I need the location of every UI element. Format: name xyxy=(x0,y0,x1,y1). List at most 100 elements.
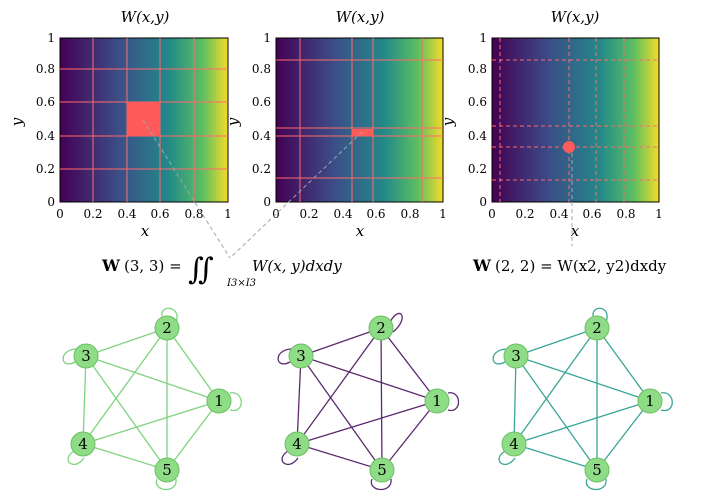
svg-text:0.8: 0.8 xyxy=(400,207,419,221)
panel-title: W(x,y) xyxy=(121,8,170,26)
graph-edges xyxy=(277,312,460,491)
heatmap-panel-1: W(x,y) 0 0.2 0.4 0.6 0.8 1 0 0.2 0.4 0.6… xyxy=(8,8,232,240)
y-tick-labels: 0 0.2 0.4 0.6 0.8 1 xyxy=(36,31,55,209)
graph-node xyxy=(584,315,610,341)
svg-text:0: 0 xyxy=(263,195,271,209)
graph-node-label: 4 xyxy=(292,435,302,453)
equation-right: W (2, 2) = W(x2, y2)dxdy xyxy=(472,256,667,275)
connector-lines xyxy=(142,119,573,259)
svg-text:0.4: 0.4 xyxy=(333,207,352,221)
svg-text:1: 1 xyxy=(655,207,663,221)
graph-node xyxy=(501,431,527,457)
graph-node xyxy=(206,388,232,414)
graph-node xyxy=(73,343,99,369)
graph-node-label: 5 xyxy=(377,461,387,479)
graph-node-label: 2 xyxy=(592,319,602,337)
graph-edges xyxy=(62,307,242,491)
svg-text:1: 1 xyxy=(479,31,487,45)
x-axis-label: x xyxy=(356,222,365,240)
graph-node-label: 2 xyxy=(162,319,172,337)
sample-grid xyxy=(492,38,659,202)
svg-text:0.2: 0.2 xyxy=(299,207,318,221)
graph-node-label: 4 xyxy=(509,435,519,453)
highlight-block xyxy=(352,129,373,136)
step-grid xyxy=(276,38,443,202)
svg-text:0.4: 0.4 xyxy=(549,207,568,221)
x-tick-labels: 0 0.2 0.4 0.6 0.8 1 xyxy=(488,207,663,221)
svg-text:0.6: 0.6 xyxy=(366,207,385,221)
svg-text:0.4: 0.4 xyxy=(468,129,487,143)
svg-text:0: 0 xyxy=(47,195,55,209)
graph-node-label: 5 xyxy=(162,461,172,479)
panel-title: W(x,y) xyxy=(336,8,385,26)
svg-text:0: 0 xyxy=(479,195,487,209)
svg-text:(3, 3) =: (3, 3) = xyxy=(124,257,182,275)
graph-node xyxy=(368,315,394,341)
svg-text:0.8: 0.8 xyxy=(616,207,635,221)
svg-text:1: 1 xyxy=(439,207,447,221)
graph-node-label: 4 xyxy=(78,435,88,453)
graph-node xyxy=(284,431,310,457)
heatmap-panel-3: W(x,y) 0 0.2 0.4 0.6 0.8 1 0 0.2 0.4 0.6… xyxy=(439,8,663,240)
y-tick-labels: 0 0.2 0.4 0.6 0.8 1 xyxy=(252,31,271,209)
heatmap-panel-2: W(x,y) 0 0.2 0.4 0.6 0.8 1 0 0.2 0.4 0.6… xyxy=(224,8,447,240)
svg-text:1: 1 xyxy=(263,31,271,45)
svg-text:W: W xyxy=(101,256,121,275)
svg-text:0.6: 0.6 xyxy=(468,95,487,109)
graph-node xyxy=(154,457,180,483)
graph-node-label: 3 xyxy=(511,347,521,365)
svg-text:0.4: 0.4 xyxy=(36,129,55,143)
equation-left: W (3, 3) = ∬ I3×I3 W(x, y)dxdy xyxy=(101,252,342,289)
svg-text:W(x, y)dxdy: W(x, y)dxdy xyxy=(252,257,342,275)
graph-node-label: 1 xyxy=(432,392,442,410)
x-axis-label: x xyxy=(571,222,580,240)
graph-edges xyxy=(492,307,673,491)
svg-text:(2, 2) = W(x2, y2)dxdy: (2, 2) = W(x2, y2)dxdy xyxy=(495,257,667,275)
x-tick-labels: 0 0.2 0.4 0.6 0.8 1 xyxy=(272,207,447,221)
svg-text:I3×I3: I3×I3 xyxy=(226,278,256,289)
y-axis-label: y xyxy=(439,117,457,127)
graph-node-label: 5 xyxy=(592,461,602,479)
sample-point xyxy=(563,141,575,153)
svg-text:0.2: 0.2 xyxy=(36,162,55,176)
svg-text:0.8: 0.8 xyxy=(468,62,487,76)
svg-text:0.4: 0.4 xyxy=(117,207,136,221)
svg-text:0: 0 xyxy=(272,207,280,221)
svg-text:0.8: 0.8 xyxy=(184,207,203,221)
graph-node xyxy=(369,457,395,483)
y-axis-label: y xyxy=(8,117,26,127)
svg-text:0.8: 0.8 xyxy=(252,62,271,76)
graph-3 xyxy=(492,307,673,491)
y-axis-label: y xyxy=(224,117,242,127)
svg-text:0.4: 0.4 xyxy=(252,129,271,143)
y-tick-labels: 0 0.2 0.4 0.6 0.8 1 xyxy=(468,31,487,209)
graph-node xyxy=(70,431,96,457)
graph-node-label: 3 xyxy=(81,347,91,365)
svg-text:0.6: 0.6 xyxy=(150,207,169,221)
graph-node xyxy=(288,343,314,369)
svg-text:0.6: 0.6 xyxy=(252,95,271,109)
svg-text:0.6: 0.6 xyxy=(36,95,55,109)
graph-1 xyxy=(62,307,242,491)
svg-text:W: W xyxy=(472,256,492,275)
svg-text:0.8: 0.8 xyxy=(36,62,55,76)
graph-node xyxy=(584,457,610,483)
svg-text:∬: ∬ xyxy=(188,252,214,287)
svg-text:0.6: 0.6 xyxy=(582,207,601,221)
svg-text:0.2: 0.2 xyxy=(468,162,487,176)
panel-title: W(x,y) xyxy=(551,8,600,26)
graph-node xyxy=(637,388,663,414)
svg-text:0.2: 0.2 xyxy=(83,207,102,221)
graph-node xyxy=(503,343,529,369)
svg-text:1: 1 xyxy=(47,31,55,45)
graph-nodes: 1 2 3 4 5 1 2 3 4 5 1 2 3 4 5 xyxy=(70,315,663,483)
graph-node xyxy=(154,315,180,341)
graph-node-label: 1 xyxy=(214,392,224,410)
x-tick-labels: 0 0.2 0.4 0.6 0.8 1 xyxy=(56,207,232,221)
svg-text:0.2: 0.2 xyxy=(515,207,534,221)
graph-2 xyxy=(277,312,460,491)
graph-node-label: 2 xyxy=(376,319,386,337)
svg-text:1: 1 xyxy=(224,207,232,221)
graph-node-label: 3 xyxy=(296,347,306,365)
